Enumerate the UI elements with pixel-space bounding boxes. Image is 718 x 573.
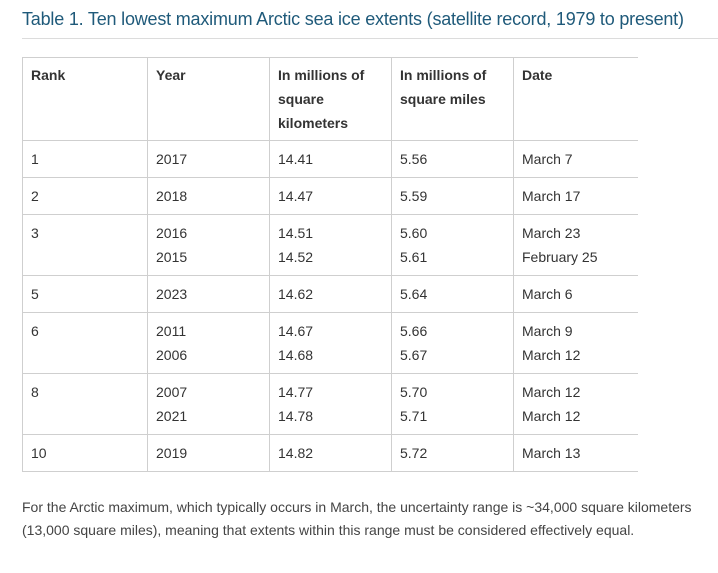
cell-date: March 23 February 25: [513, 214, 638, 276]
cell-square-miles: 5.60 5.61: [391, 214, 514, 276]
cell-square-miles-value: 5.66: [400, 323, 428, 339]
cell-year-value: 2007: [156, 384, 188, 400]
cell-date: March 9 March 12: [513, 312, 638, 374]
cell-year: 2007 2021: [147, 373, 270, 435]
cell-date: March 13: [513, 434, 638, 472]
cell-year-value: 2011: [156, 323, 187, 339]
cell-year-value: 2015: [156, 249, 188, 265]
table-row: 10 2019 14.82 5.72 March 13: [22, 434, 638, 472]
cell-year-value: 2019: [156, 445, 188, 461]
cell-square-kilometers: 14.47: [269, 177, 392, 215]
cell-square-kilometers-value: 14.68: [278, 347, 314, 363]
cell-year-value: 2023: [156, 286, 188, 302]
cell-year-value: 2006: [156, 347, 188, 363]
cell-square-kilometers-value: 14.77: [278, 384, 314, 400]
table-caption: Table 1. Ten lowest maximum Arctic sea i…: [22, 9, 684, 29]
cell-square-kilometers-value: 14.47: [278, 188, 314, 204]
cell-year: 2017: [147, 140, 270, 178]
cell-date-value: March 6: [522, 286, 573, 302]
cell-square-kilometers-value: 14.52: [278, 249, 314, 265]
cell-rank: 5: [22, 275, 148, 313]
table-body: 1 2017 14.41 5.56 March 7 2 2018 14.47 5.59 March…: [22, 140, 638, 472]
cell-square-miles-value: 5.60: [400, 225, 428, 241]
cell-square-kilometers: 14.51 14.52: [269, 214, 392, 276]
cell-square-kilometers-value: 14.51: [278, 225, 314, 241]
cell-rank: 8: [22, 373, 148, 435]
uncertainty-note: For the Arctic maximum, which typically …: [22, 499, 692, 538]
cell-date-value: March 13: [522, 445, 581, 461]
cell-square-kilometers-value: 14.78: [278, 408, 314, 424]
header-year: Year: [147, 57, 270, 141]
cell-year-value: 2016: [156, 225, 188, 241]
cell-square-miles-value: 5.64: [400, 286, 428, 302]
cell-year: 2023: [147, 275, 270, 313]
header-rank: Rank: [22, 57, 148, 141]
cell-year-value: 2017: [156, 151, 188, 167]
cell-square-kilometers-value: 14.67: [278, 323, 314, 339]
cell-square-miles: 5.56: [391, 140, 514, 178]
cell-square-miles: 5.72: [391, 434, 514, 472]
cell-rank: 3: [22, 214, 148, 276]
table-row: 8 2007 2021 14.77 14.78 5.70 5.71 March 12 March…: [22, 373, 638, 435]
caption-divider: [22, 38, 718, 39]
cell-square-miles: 5.70 5.71: [391, 373, 514, 435]
cell-year: 2011 2006: [147, 312, 270, 374]
cell-square-miles-value: 5.59: [400, 188, 428, 204]
cell-date: March 6: [513, 275, 638, 313]
cell-year: 2018: [147, 177, 270, 215]
cell-square-kilometers: 14.62: [269, 275, 392, 313]
cell-square-miles-value: 5.61: [400, 249, 428, 265]
header-date: Date: [513, 57, 638, 141]
cell-square-kilometers-value: 14.41: [278, 151, 314, 167]
cell-year-value: 2021: [156, 408, 188, 424]
cell-date: March 17: [513, 177, 638, 215]
cell-date: March 12 March 12: [513, 373, 638, 435]
table-row: 6 2011 2006 14.67 14.68 5.66 5.67 March 9 March …: [22, 312, 638, 374]
header-square-kilometers: In millions of square kilometers: [269, 57, 392, 141]
cell-rank: 2: [22, 177, 148, 215]
cell-square-miles-value: 5.72: [400, 445, 428, 461]
cell-square-kilometers: 14.67 14.68: [269, 312, 392, 374]
cell-rank: 6: [22, 312, 148, 374]
cell-year: 2016 2015: [147, 214, 270, 276]
cell-square-kilometers: 14.41: [269, 140, 392, 178]
table-row: 2 2018 14.47 5.59 March 17: [22, 177, 638, 215]
cell-square-kilometers-value: 14.62: [278, 286, 314, 302]
cell-rank: 10: [22, 434, 148, 472]
cell-square-miles-value: 5.71: [400, 408, 428, 424]
cell-rank: 1: [22, 140, 148, 178]
cell-square-kilometers-value: 14.82: [278, 445, 314, 461]
table-row: 3 2016 2015 14.51 14.52 5.60 5.61 March 23 Febru…: [22, 214, 638, 276]
cell-date-value: March 12: [522, 347, 581, 363]
sea-ice-extents-table: Rank Year In millions of square kilomete…: [22, 57, 638, 472]
table-row: 5 2023 14.62 5.64 March 6: [22, 275, 638, 313]
cell-square-kilometers: 14.82: [269, 434, 392, 472]
cell-date-value: March 17: [522, 188, 581, 204]
cell-date-value: March 7: [522, 151, 573, 167]
cell-date-value: March 23: [522, 225, 581, 241]
cell-square-miles-value: 5.70: [400, 384, 428, 400]
cell-year-value: 2018: [156, 188, 188, 204]
table-row: 1 2017 14.41 5.56 March 7: [22, 140, 638, 178]
cell-year: 2019: [147, 434, 270, 472]
cell-date-value: March 12: [522, 408, 581, 424]
table-header-row: Rank Year In millions of square kilomete…: [22, 57, 638, 141]
cell-square-kilometers: 14.77 14.78: [269, 373, 392, 435]
cell-square-miles: 5.66 5.67: [391, 312, 514, 374]
cell-date-value: March 9: [522, 323, 573, 339]
cell-square-miles: 5.64: [391, 275, 514, 313]
cell-square-miles-value: 5.67: [400, 347, 428, 363]
cell-date-value: February 25: [522, 249, 598, 265]
cell-date-value: March 12: [522, 384, 581, 400]
header-square-miles: In millions of square miles: [391, 57, 514, 141]
cell-square-miles: 5.59: [391, 177, 514, 215]
cell-date: March 7: [513, 140, 638, 178]
cell-square-miles-value: 5.56: [400, 151, 428, 167]
